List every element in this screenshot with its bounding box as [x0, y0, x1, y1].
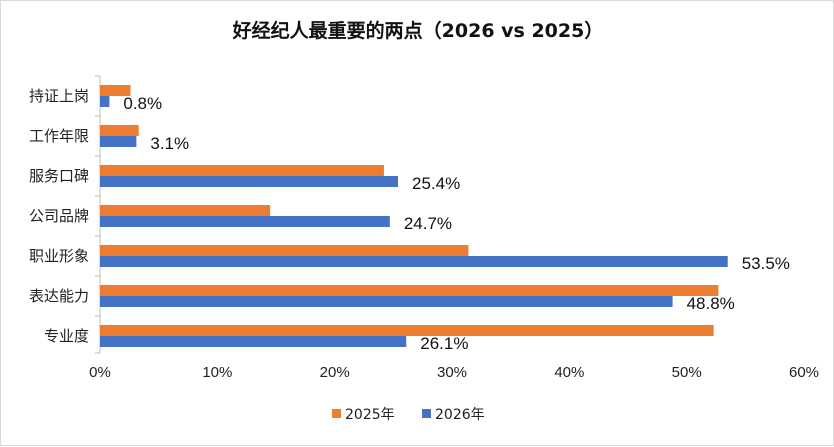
bar-2025: [100, 125, 139, 136]
bar-2026: [100, 256, 728, 267]
x-tick-label: 60%: [789, 364, 819, 381]
x-tick-label: 30%: [437, 364, 467, 381]
category-label: 服务口碑: [29, 167, 89, 185]
legend-swatch: [422, 409, 431, 418]
chart-title: 好经纪人最重要的两点（2026 vs 2025）: [232, 19, 604, 42]
data-label: 24.7%: [404, 214, 452, 233]
bar-2026: [100, 336, 407, 347]
bar-2025: [100, 285, 719, 296]
bar-2025: [100, 85, 131, 96]
category-label: 职业形象: [29, 247, 89, 265]
bar-2025: [100, 245, 469, 256]
bar-2026: [100, 96, 110, 107]
data-label: 25.4%: [412, 174, 460, 193]
bar-2026: [100, 216, 390, 227]
legend-label: 2026年: [435, 407, 485, 423]
data-label: 3.1%: [150, 134, 189, 153]
legend-label: 2025年: [345, 407, 395, 423]
x-tick-label: 20%: [320, 364, 350, 381]
x-tick-label: 50%: [672, 364, 702, 381]
data-label: 53.5%: [742, 254, 790, 273]
legend-swatch: [332, 409, 341, 418]
x-tick-label: 0%: [89, 364, 111, 381]
data-label: 48.8%: [687, 294, 735, 313]
legend-item-2025: 2025年: [332, 407, 395, 423]
data-label: 26.1%: [420, 334, 468, 353]
bar-2026: [100, 136, 137, 147]
data-label: 0.8%: [123, 94, 162, 113]
plot-area: 持证上岗 0.8% 工作年限 3.1% 服务口碑 25.4% 公司品牌 24.7% 职业形象 53…: [29, 75, 819, 381]
bar-2026: [100, 296, 673, 307]
category-label: 工作年限: [29, 127, 89, 145]
bar-2025: [100, 205, 271, 216]
x-tick-label: 40%: [554, 364, 584, 381]
category-label: 表达能力: [29, 287, 89, 305]
bar-2026: [100, 176, 399, 187]
legend-item-2026: 2026年: [422, 407, 485, 423]
category-label: 公司品牌: [29, 207, 89, 225]
x-tick-label: 10%: [202, 364, 232, 381]
category-label: 持证上岗: [29, 87, 89, 105]
category-label: 专业度: [44, 327, 89, 345]
bar-2025: [100, 165, 384, 176]
legend: 2025年 2026年: [332, 407, 485, 423]
bar-2025: [100, 325, 714, 336]
